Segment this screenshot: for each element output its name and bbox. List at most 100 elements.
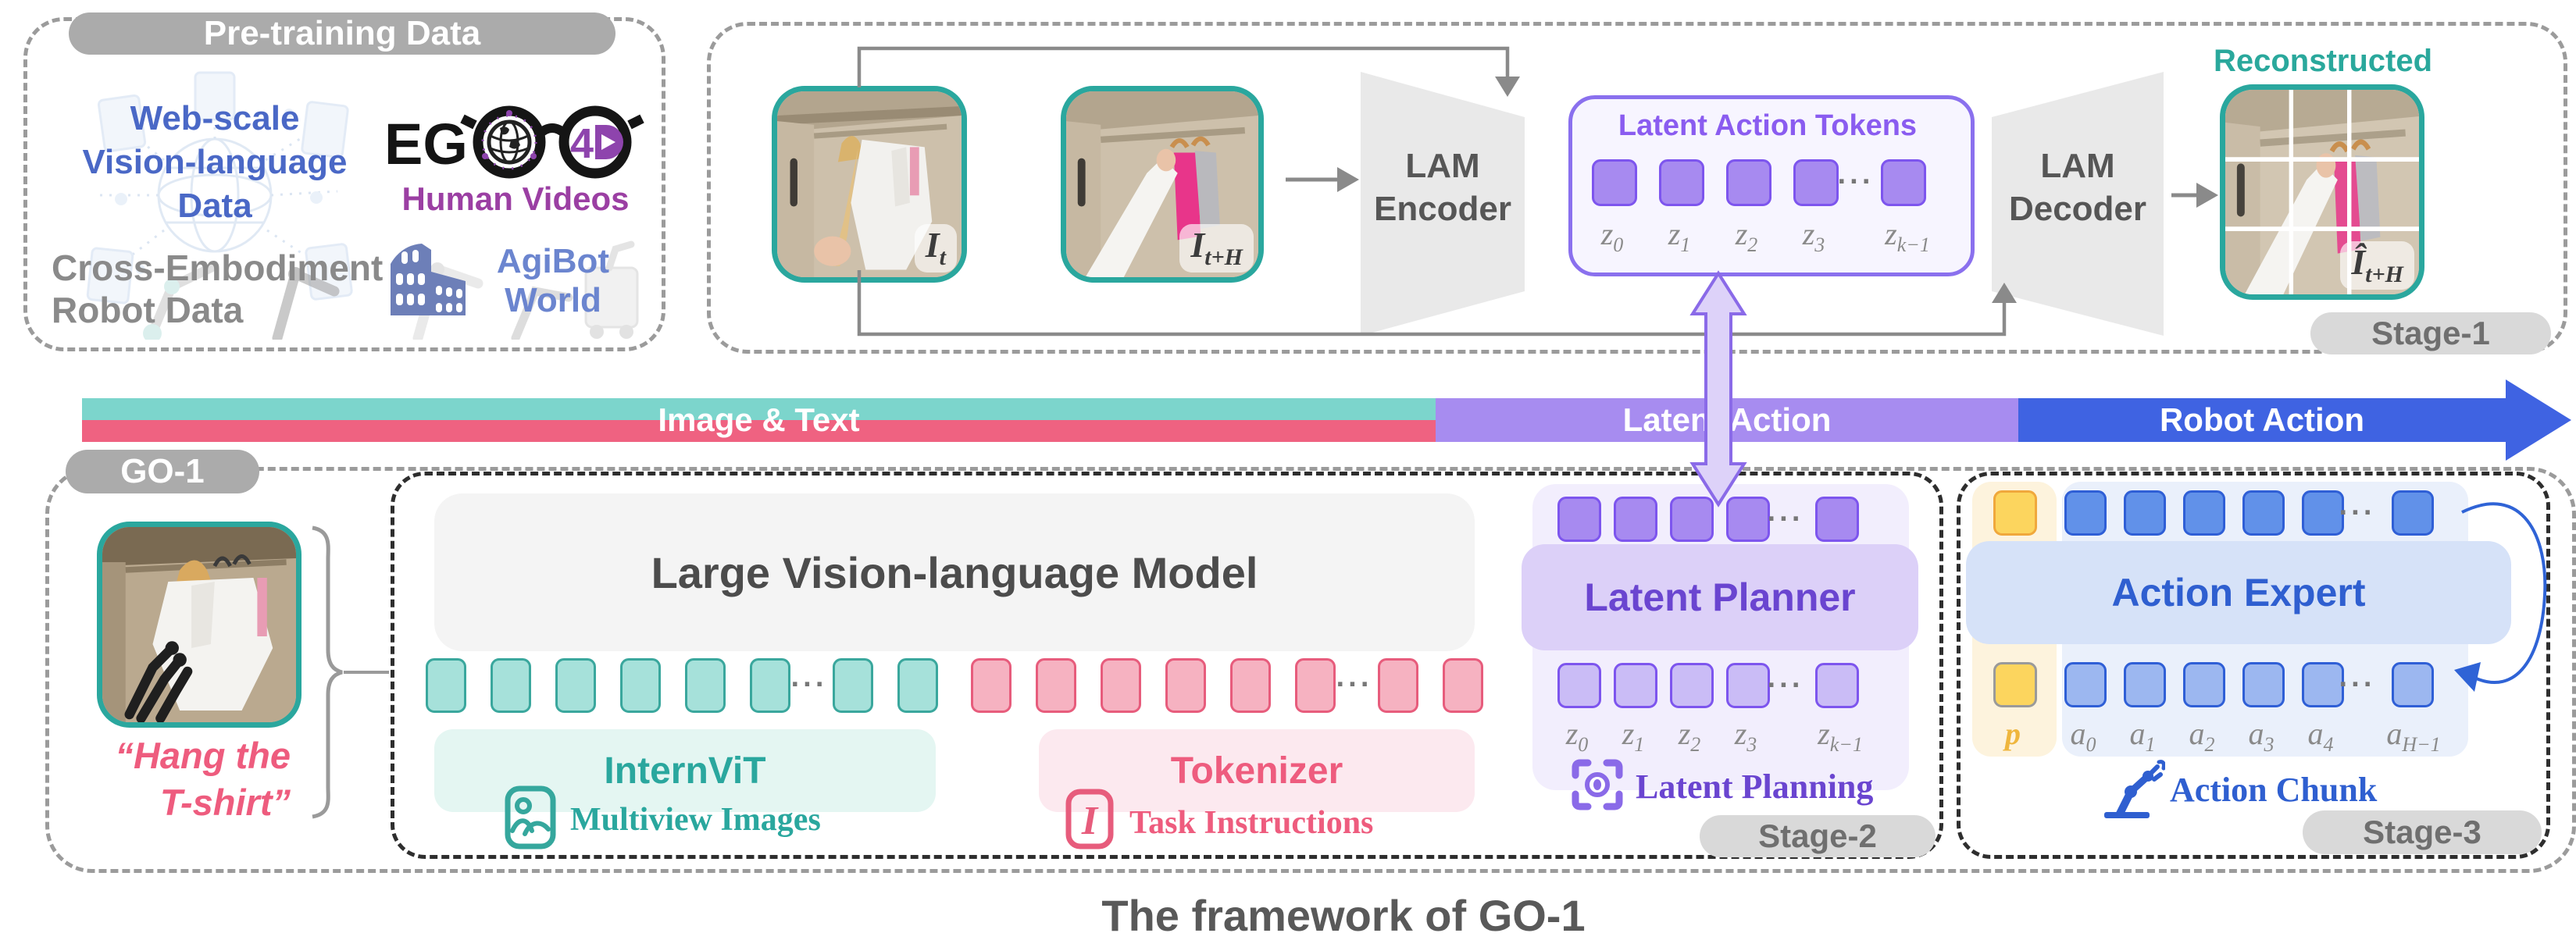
a-label: aH−1 [2386, 716, 2441, 756]
ellipsis: ··· [1767, 503, 1804, 536]
z-label: z0 [1600, 216, 1624, 256]
text-token [1378, 658, 1418, 713]
ellipsis: ··· [2339, 668, 2376, 701]
multiview-images-label: Multiview Images [570, 802, 821, 838]
image-token [491, 658, 531, 713]
go1-box [45, 467, 2576, 873]
flow-segment-latent-action: Latent Action [1436, 398, 2018, 442]
text-token [1036, 658, 1076, 713]
human-videos-label: Human Videos [401, 180, 630, 217]
action-token-output [2302, 662, 2344, 707]
z-label: z0 [1565, 716, 1589, 756]
proprio-token-output [1993, 662, 2037, 707]
ellipsis: ··· [2339, 497, 2376, 529]
latent-planning-icon [1572, 759, 1623, 810]
action-expert-box: Action Expert [1966, 541, 2511, 644]
action-token-output [2064, 662, 2107, 707]
lam-decoder-line1: LAM [2040, 147, 2115, 185]
text-token [1101, 658, 1141, 713]
image-token [555, 658, 596, 713]
task-instructions-label: Task Instructions [1129, 805, 1374, 841]
latent-token [1726, 497, 1770, 542]
a-label: a4 [2307, 716, 2334, 756]
proprio-token [1993, 490, 2037, 536]
text-token [971, 658, 1011, 713]
latent-token [1592, 159, 1637, 206]
latent-token [1557, 497, 1601, 542]
text-token [1443, 658, 1483, 713]
text-token [1230, 658, 1271, 713]
latent-token [1614, 497, 1657, 542]
z-label: z1 [1668, 216, 1691, 256]
z-label: z2 [1735, 216, 1758, 256]
text-token [1165, 658, 1206, 713]
lvlm-box: Large Vision-language Model [434, 493, 1475, 651]
action-token [2392, 490, 2434, 536]
latent-token [1815, 497, 1859, 542]
stage2-pill: Stage-2 [1700, 815, 1936, 857]
action-token [2124, 490, 2166, 536]
reconstructed-image: Ît+H [2220, 84, 2424, 300]
lam-encoder-line2: Encoder [1373, 190, 1512, 228]
reconstruction-grid [2225, 90, 2419, 294]
p-label: p [2005, 716, 2021, 751]
latent-token-output [1557, 663, 1601, 708]
action-token-output [2183, 662, 2225, 707]
multiview-images-icon [505, 785, 556, 849]
action-token [2183, 490, 2225, 536]
reconstructed-title: Reconstructed [2213, 43, 2433, 78]
action-chunk-label: Action Chunk [2170, 771, 2378, 809]
frame-th-image: It+H [1061, 86, 1264, 283]
z-label: zk−1 [1885, 216, 1930, 256]
flow-segment-image-text: Image & Text [82, 398, 1436, 442]
a-label: a1 [2129, 716, 2156, 756]
reconstructed-label: Ît+H [2340, 240, 2414, 290]
internvit-box: InternViT [434, 729, 936, 812]
frame-th-label: It+H [1179, 223, 1254, 272]
pretraining-title: Pre-training Data [203, 14, 481, 52]
a-label: a0 [2070, 716, 2096, 756]
stage3-pill: Stage-3 [2303, 810, 2542, 854]
action-token-output [2242, 662, 2285, 707]
latent-action-tokens-title: Latent Action Tokens [1618, 109, 1918, 142]
figure-caption: The framework of GO-1 [1101, 890, 1586, 940]
ellipsis: ··· [1767, 669, 1804, 702]
cross-embodiment-text: Cross-Embodiment Robot Data [52, 248, 384, 330]
a-label: a3 [2248, 716, 2275, 756]
latent-token [1659, 159, 1704, 206]
latent-token [1793, 159, 1839, 206]
ellipsis: ··· [1336, 668, 1373, 701]
action-token-output [2392, 662, 2434, 707]
action-token [2242, 490, 2285, 536]
latent-token [1670, 497, 1714, 542]
z-label: z3 [1802, 216, 1825, 256]
image-token [833, 658, 873, 713]
latent-token-output [1815, 663, 1859, 708]
z-label: z2 [1678, 716, 1701, 756]
ellipsis: ··· [1837, 166, 1875, 198]
stage3-box [1957, 472, 2550, 859]
a-label: a2 [2189, 716, 2215, 756]
web-scale-text: Web-scale Vision-language Data [82, 99, 348, 225]
ego4d-glasses-icon: 4 [460, 105, 644, 179]
ego4d-logo: EG 4 [384, 105, 644, 179]
image-token [620, 658, 661, 713]
flow-segment-robot-action: Robot Action [2018, 398, 2506, 442]
image-token [750, 658, 790, 713]
frame-t-label: It [914, 223, 957, 272]
latent-token-output [1726, 663, 1770, 708]
z-label: zk−1 [1818, 716, 1863, 756]
latent-planner-box: Latent Planner [1522, 544, 1918, 650]
observation-image [97, 522, 301, 728]
z-label: z3 [1734, 716, 1757, 756]
latent-token-output [1614, 663, 1657, 708]
image-token [685, 658, 726, 713]
task-instruction-text: “Hang the T-shirt” [115, 735, 291, 823]
frame-t-image: It [772, 86, 967, 283]
latent-planning-label: Latent Planning [1636, 768, 1874, 806]
action-token [2064, 490, 2107, 536]
latent-token [1726, 159, 1771, 206]
action-token [2302, 490, 2344, 536]
action-token-output [2124, 662, 2166, 707]
